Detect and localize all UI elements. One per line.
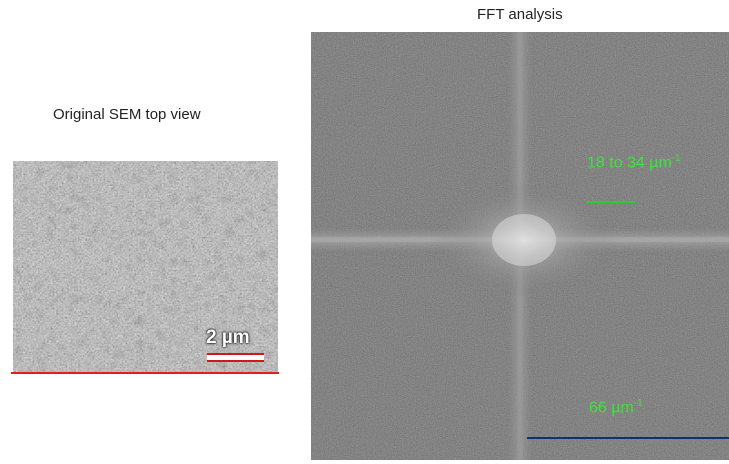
frequency-span-text: 66 µm (589, 399, 634, 417)
fft-caption: FFT analysis (477, 6, 563, 23)
sem-underline (11, 372, 279, 374)
frequency-range-text: 18 to 34 µm (587, 154, 672, 172)
scalebar-label: 2 µm (206, 327, 250, 348)
sem-caption: Original SEM top view (53, 106, 201, 123)
frequency-span-marker (527, 437, 729, 439)
frequency-range-label: 18 to 34 µm-1 (587, 153, 681, 172)
scalebar-bar (207, 353, 264, 362)
frequency-span-exponent: -1 (633, 398, 643, 409)
frequency-range-exponent: -1 (671, 153, 681, 164)
frequency-span-label: 66 µm-1 (589, 398, 643, 417)
fft-image (311, 32, 729, 460)
frequency-range-marker (586, 201, 636, 203)
sem-image (13, 161, 278, 373)
